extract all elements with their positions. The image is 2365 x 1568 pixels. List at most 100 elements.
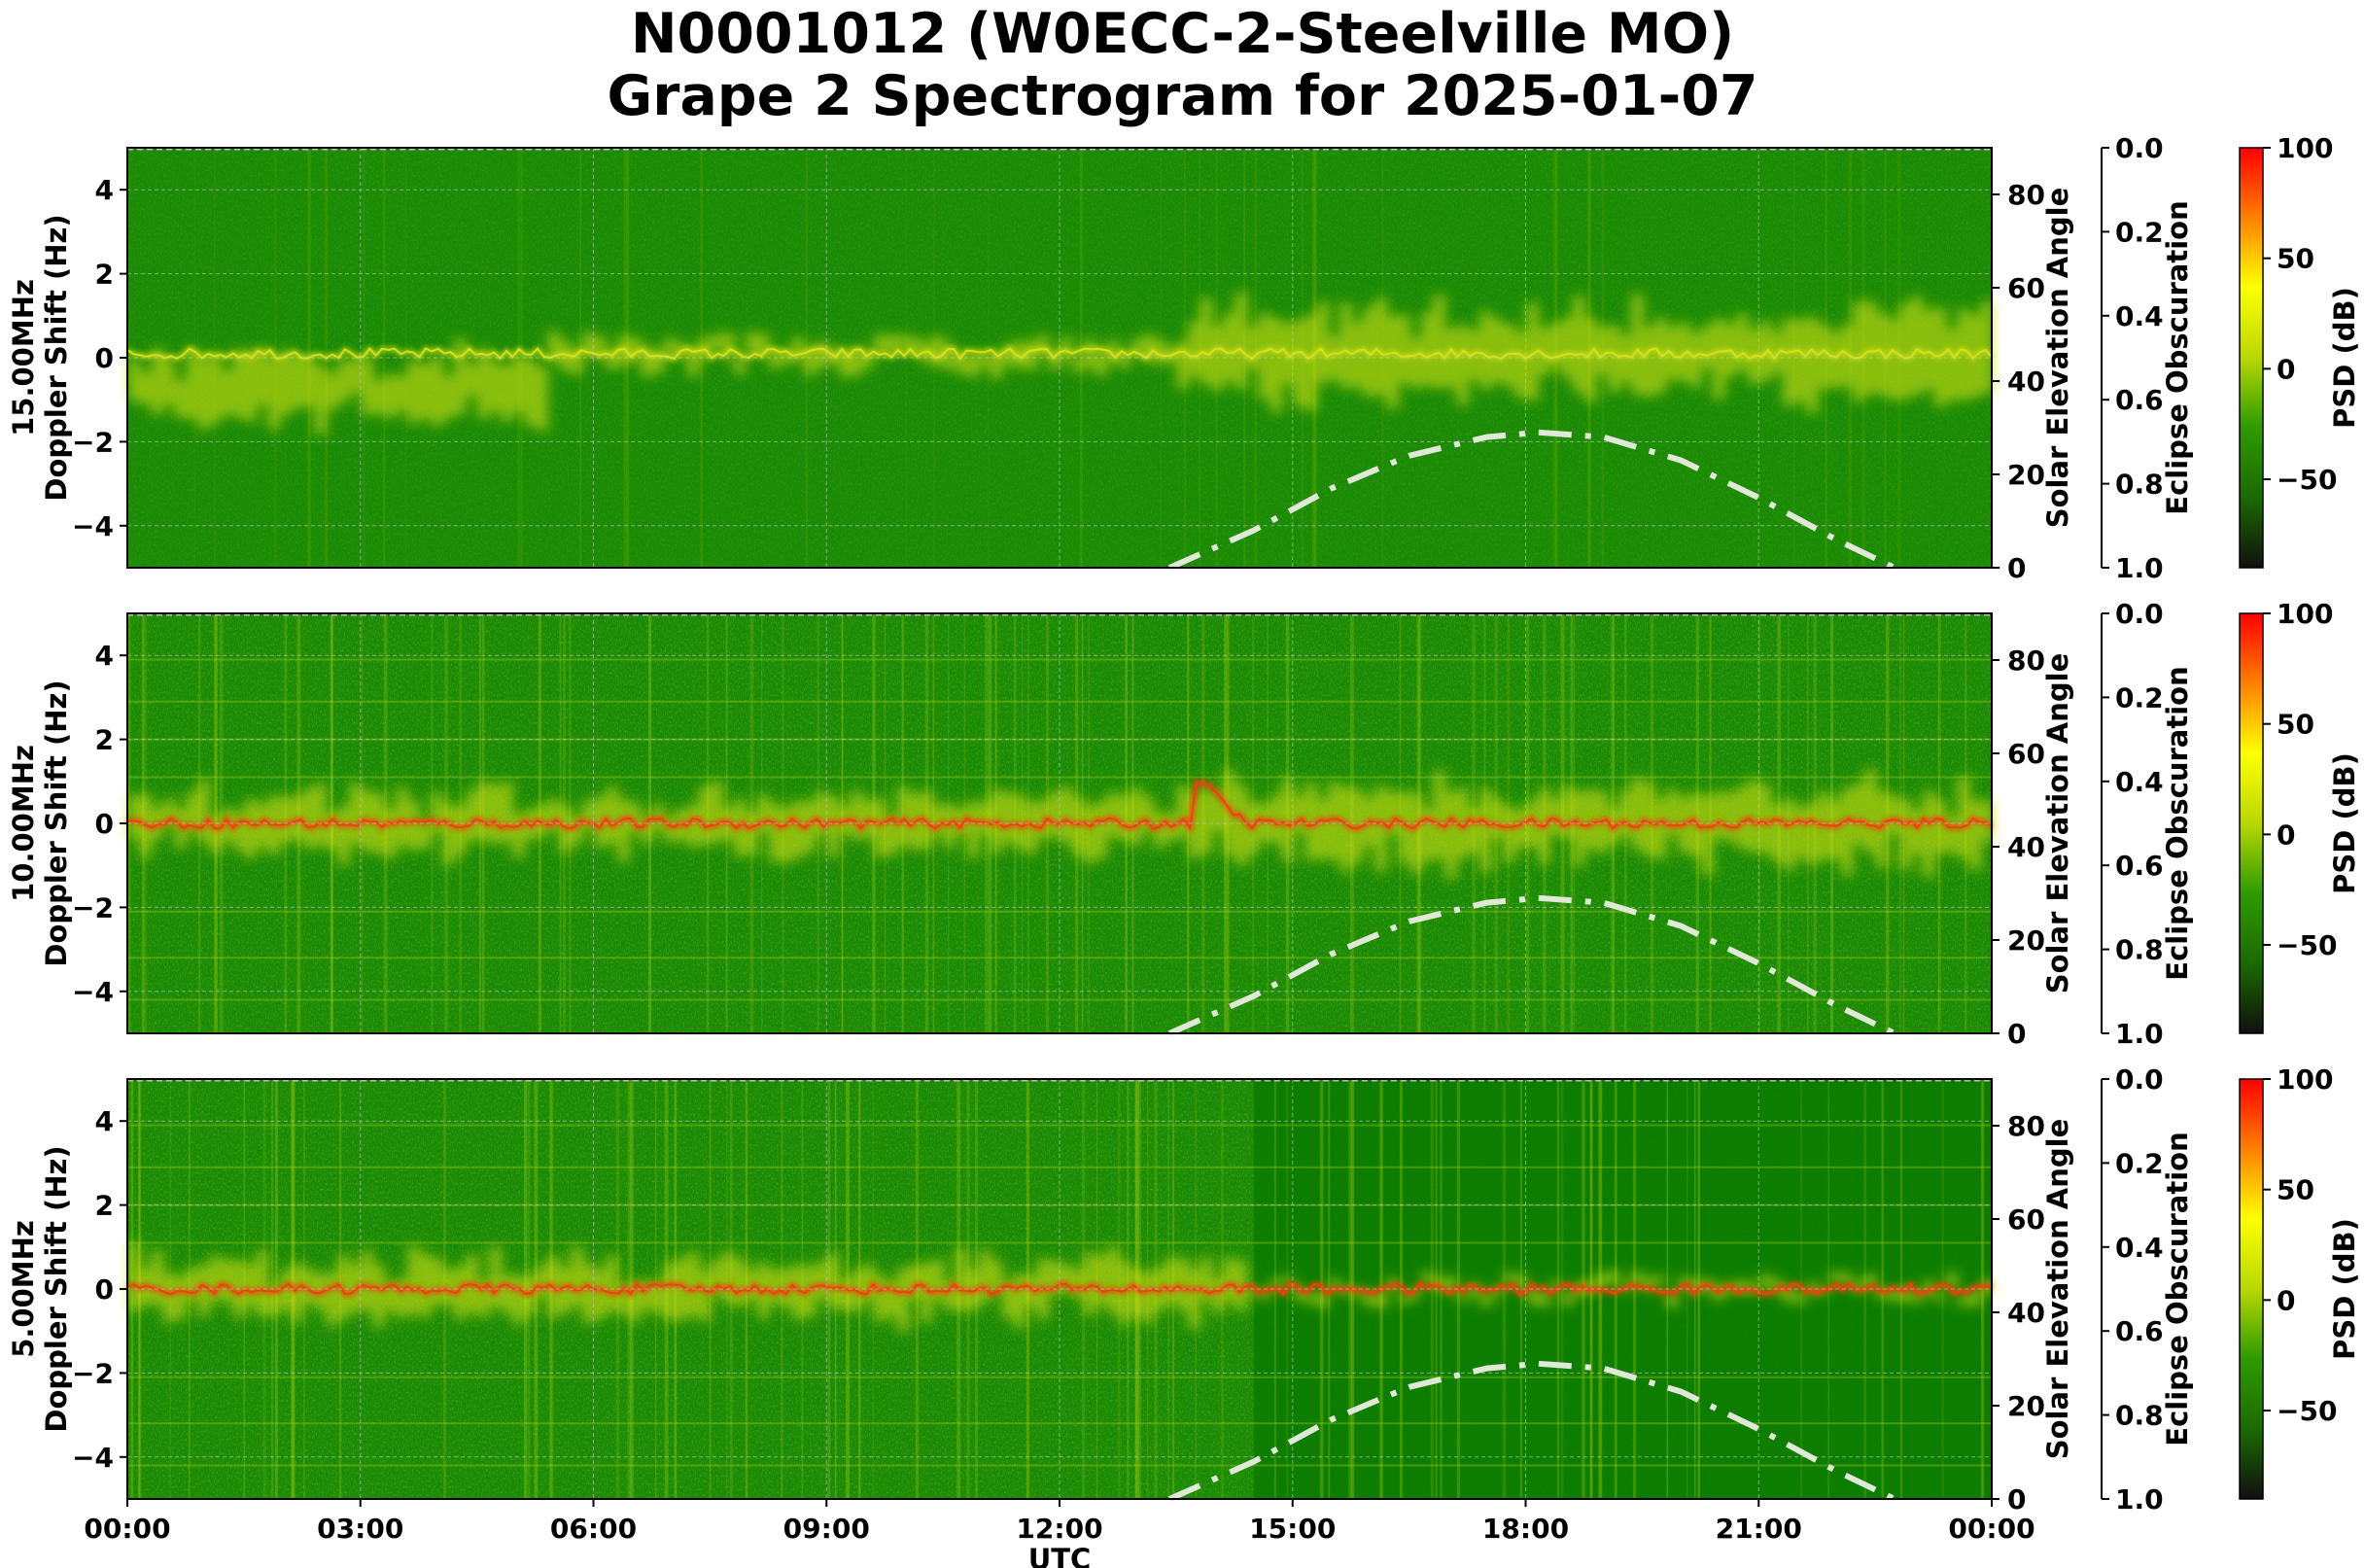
spread-cell [255,803,269,848]
colorbar-tick-label: −50 [2277,464,2337,496]
spread-cell [336,806,351,865]
x-tick-label: 03:00 [317,1513,403,1545]
utc-axis: 00:00 03:00 06:00 09:00 12:00 15:00 18:00 21:00… [84,1499,2035,1568]
spread-cell [1560,317,1575,379]
spread-cell [150,1250,164,1306]
spread-cell [127,358,141,401]
spread-cell [231,350,246,418]
spread-cell [1677,322,1691,382]
y2-tick-label: 80 [2007,179,2045,211]
spread-cell [1828,331,1843,388]
spread-cell [768,1270,783,1304]
spread-cell [1350,788,1365,862]
spread-cell [1199,297,1213,385]
spread-cell [1432,771,1446,859]
spread-cell [826,795,841,857]
y3-tick-label: 0.8 [2115,469,2164,501]
spread-cell [476,781,491,841]
spread-cell [745,332,759,355]
colorbar-label: PSD (dB) [2328,287,2361,429]
y-axis-label-line: 10.00MHz [7,745,40,902]
y-tick-label: 0 [95,342,114,374]
y3-tick-label: 0.2 [2115,216,2164,248]
spread-cell [838,1278,852,1310]
spread-cell [570,1246,584,1307]
spread-cell [593,797,608,848]
spread-cell [1420,1272,1435,1284]
spread-cell [1199,786,1213,854]
spread-cell [1478,787,1493,873]
spread-cell [465,365,479,397]
spread-cell [1467,806,1481,854]
y-axis-label: 5.00MHz Doppler Shift (Hz) [7,1145,73,1432]
solar-elevation-curve [1167,1360,1896,1502]
x-tick-label: 00:00 [1948,1513,2035,1545]
x-axis-label: UTC [1028,1543,1092,1568]
spread-cell [406,1245,421,1314]
y-tick-label: −4 [72,1442,114,1474]
y-tick-label: −2 [72,891,114,923]
colorbar-tick-label: 50 [2277,709,2314,741]
spread-cell [1653,1275,1668,1284]
spread-cell [1292,319,1306,406]
spread-cell [1070,1269,1085,1299]
spread-cell [523,358,538,426]
spread-cell [1082,338,1096,367]
spread-cell [535,1265,549,1298]
spread-cell [966,352,981,377]
spread-cell [978,802,992,835]
spread-cell [196,1265,211,1316]
spread-cell [931,804,946,836]
y2-tick-label: 0 [2007,1483,2026,1516]
spread-cell [850,790,864,840]
spread-cell [1910,296,1925,396]
spread-cell [1478,1294,1493,1307]
spread-cell [698,786,713,845]
spread-cell [488,784,503,845]
spread-cell [1863,300,1878,395]
y3-axis-label: Eclipse Obscuration [2161,1132,2194,1446]
spread-cell [453,1267,468,1320]
spread-cell [1968,1291,1983,1307]
y2-axis-label: Solar Elevation Angle [2041,653,2074,994]
spread-cell [1583,789,1598,850]
spread-cell [1013,794,1027,850]
spread-cell [605,1255,619,1312]
doppler-streak [1519,1079,1522,1499]
spread-cell [395,375,409,411]
spread-cell [290,1262,304,1323]
spread-cell [1828,1272,1843,1283]
spread-cell [1595,327,1610,374]
spread-cell [1234,293,1248,390]
x-tick-label: 18:00 [1482,1513,1569,1545]
colorbar-tick-label: 0 [2277,353,2295,385]
spread-cell [348,359,363,394]
doppler-streak [1430,1079,1434,1499]
y2-tick-label: 20 [2007,924,2045,957]
spread-cell [616,799,631,861]
spread-cell [1980,300,1994,394]
y2-tick-label: 20 [2007,459,2045,491]
y3-tick-label: 1.0 [2115,1483,2164,1516]
spread-cell [1409,1289,1423,1299]
spread-cell [173,380,188,418]
spread-cell [1805,317,1820,414]
y-tick-label: −2 [72,1357,114,1389]
spread-cell [278,796,293,844]
spread-cell [1280,1275,1295,1284]
spread-cell [441,1270,456,1307]
spread-cell [803,801,817,853]
spread-cell [500,366,514,422]
spread-cell [1397,791,1411,862]
y-tick-label: 4 [95,1105,114,1137]
chart-title-line2: Grape 2 Spectrogram for 2025-01-07 [607,64,1758,128]
colorbar [2239,147,2264,569]
spread-cell [1793,1294,1808,1304]
spread-cell [803,348,817,376]
spread-cell [127,1242,141,1311]
spread-cell [1094,1255,1108,1305]
spread-cell [1513,331,1528,398]
spread-cell [1013,1273,1027,1328]
spread-cell [1957,777,1971,858]
spread-cell [1234,1261,1248,1311]
